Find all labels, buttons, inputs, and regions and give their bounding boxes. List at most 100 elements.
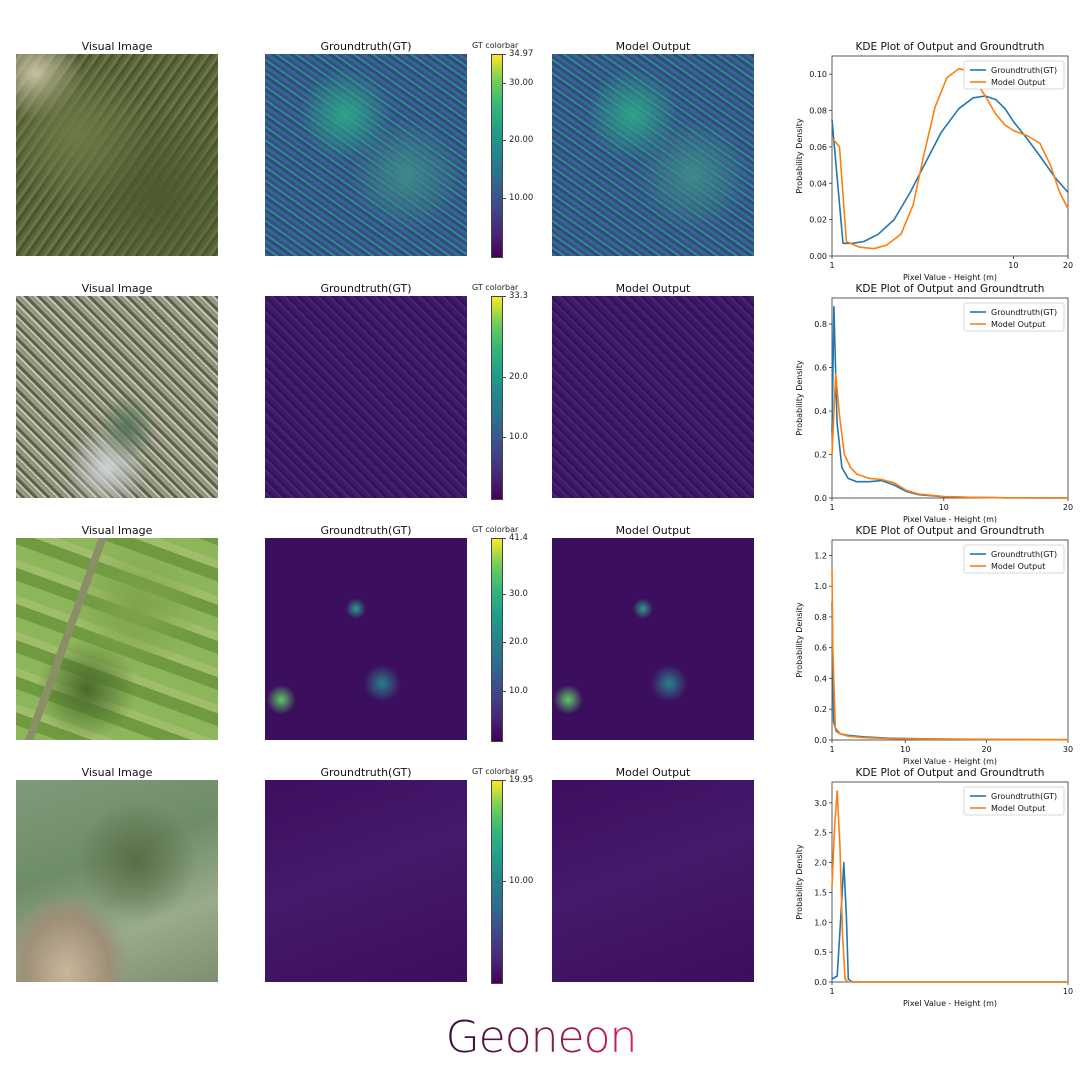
visual-image <box>16 538 218 740</box>
y-tick-label: 0.5 <box>814 948 827 957</box>
legend-label: Model Output <box>991 804 1045 813</box>
visual-title: Visual Image <box>81 282 153 295</box>
visual-title: Visual Image <box>81 766 153 779</box>
colorbar-tick-label: 30.0 <box>502 588 528 599</box>
visual-image <box>16 296 218 498</box>
colorbar-tick-label: 10.00 <box>501 875 534 886</box>
model-heightmap <box>552 538 754 740</box>
model-heightmap <box>552 54 754 256</box>
colorbar-tick-label: 10.0 <box>502 432 528 443</box>
brand-wordmark: Geoneon <box>446 1012 637 1063</box>
figure-row: Visual Image Groundtruth(GT) GT colorbar… <box>0 282 1080 524</box>
y-tick-label: 0.4 <box>814 674 827 683</box>
legend-label: Groundtruth(GT) <box>991 792 1057 801</box>
y-axis-label: Probability Density <box>795 118 804 194</box>
x-axis-label: Pixel Value - Height (m) <box>903 273 997 282</box>
kde-chart: KDE Plot of Output and Groundtruth 0.0 0.2… <box>795 283 1073 524</box>
x-tick-label: 10 <box>939 503 949 512</box>
kde-title: KDE Plot of Output and Groundtruth <box>856 525 1045 537</box>
figure-row: Visual Image Groundtruth(GT) GT colorbar… <box>0 766 1080 1008</box>
colorbar-tick-label: 10.00 <box>501 193 534 204</box>
colorbar-title: GT colorbar <box>472 525 519 534</box>
series-line <box>831 305 1069 499</box>
x-tick-label: 20 <box>982 745 992 754</box>
series-line <box>831 861 1068 983</box>
x-axis-label: Pixel Value - Height (m) <box>903 757 997 766</box>
x-tick-label: 10 <box>1008 261 1018 270</box>
y-tick-label: 1.2 <box>814 551 827 560</box>
y-tick-label: 2.5 <box>814 829 827 838</box>
kde-title: KDE Plot of Output and Groundtruth <box>856 283 1045 295</box>
x-tick-label: 20 <box>1063 503 1073 512</box>
colorbar-max-label: 34.97 <box>501 49 534 59</box>
kde-chart: KDE Plot of Output and Groundtruth 0.0 0.2… <box>795 525 1073 766</box>
colorbar-tick-label: 20.00 <box>501 135 534 146</box>
legend-label: Groundtruth(GT) <box>991 66 1057 75</box>
figure-row: Visual Image Groundtruth(GT) GT colorbar… <box>0 524 1080 766</box>
gt-heightmap <box>265 296 467 498</box>
legend-box <box>963 60 1065 90</box>
colorbar-max-label: 33.3 <box>502 291 528 301</box>
colorbar-title: GT colorbar <box>472 767 519 776</box>
y-tick-label: 0.2 <box>814 705 827 714</box>
y-axis-label: Probability Density <box>795 844 804 920</box>
x-tick-label: 10 <box>1063 987 1073 996</box>
legend-label: Model Output <box>991 320 1045 329</box>
gt-heightmap <box>265 538 467 740</box>
y-tick-label: 0.02 <box>809 216 827 225</box>
gt-heightmap <box>265 54 467 256</box>
y-tick-label: 0.00 <box>809 252 827 261</box>
gt-title: Groundtruth(GT) <box>320 524 412 537</box>
model-title: Model Output <box>615 766 691 779</box>
visual-title: Visual Image <box>81 40 153 53</box>
kde-chart: KDE Plot of Output and Groundtruth 0.00 0.… <box>795 41 1073 282</box>
x-tick-label: 1 <box>829 987 834 996</box>
visual-image <box>16 54 218 256</box>
x-tick-label: 20 <box>1063 261 1073 270</box>
legend-label: Groundtruth(GT) <box>991 308 1057 317</box>
gt-colorbar <box>491 538 503 742</box>
series-line <box>831 95 1069 245</box>
visual-image <box>16 780 218 982</box>
gt-title: Groundtruth(GT) <box>320 40 412 53</box>
gt-colorbar <box>491 54 503 258</box>
colorbar-title: GT colorbar <box>472 283 519 292</box>
x-axis-label: Pixel Value - Height (m) <box>903 515 997 524</box>
x-tick-label: 1 <box>829 745 834 754</box>
y-tick-label: 0.4 <box>814 407 827 416</box>
series-line <box>831 790 1068 983</box>
y-tick-label: 3.0 <box>814 799 827 808</box>
x-tick-label: 1 <box>829 503 834 512</box>
colorbar-title: GT colorbar <box>472 41 519 50</box>
gt-title: Groundtruth(GT) <box>320 766 412 779</box>
y-tick-label: 0.04 <box>809 179 827 188</box>
y-tick-label: 0.0 <box>814 494 827 503</box>
y-tick-label: 0.06 <box>809 143 827 152</box>
plot-frame <box>831 55 1069 257</box>
model-title: Model Output <box>615 40 691 53</box>
kde-title: KDE Plot of Output and Groundtruth <box>856 767 1045 779</box>
legend-label: Groundtruth(GT) <box>991 550 1057 559</box>
series-line <box>831 567 1069 741</box>
colorbar-tick-label: 30.00 <box>501 77 534 88</box>
gt-colorbar <box>491 296 503 500</box>
colorbar-max-label: 41.4 <box>502 533 528 543</box>
y-tick-label: 0.8 <box>814 320 827 329</box>
y-tick-label: 0.08 <box>809 107 827 116</box>
y-tick-label: 2.0 <box>814 859 827 868</box>
colorbar-tick-label: 20.0 <box>502 371 528 382</box>
legend-box <box>963 302 1065 332</box>
y-tick-label: 0.6 <box>814 644 827 653</box>
colorbar-tick-label: 10.0 <box>502 686 528 697</box>
x-tick-label: 30 <box>1063 745 1073 754</box>
geoneon-logo: Geoneon <box>446 1012 638 1063</box>
legend-label: Model Output <box>991 78 1045 87</box>
model-heightmap <box>552 780 754 982</box>
model-title: Model Output <box>615 524 691 537</box>
legend-box <box>963 786 1065 816</box>
x-tick-label: 1 <box>829 261 834 270</box>
y-tick-label: 1.0 <box>814 582 827 591</box>
y-axis-label: Probability Density <box>795 602 804 678</box>
y-tick-label: 0.2 <box>814 451 827 460</box>
colorbar-tick-label: 20.0 <box>502 637 528 648</box>
